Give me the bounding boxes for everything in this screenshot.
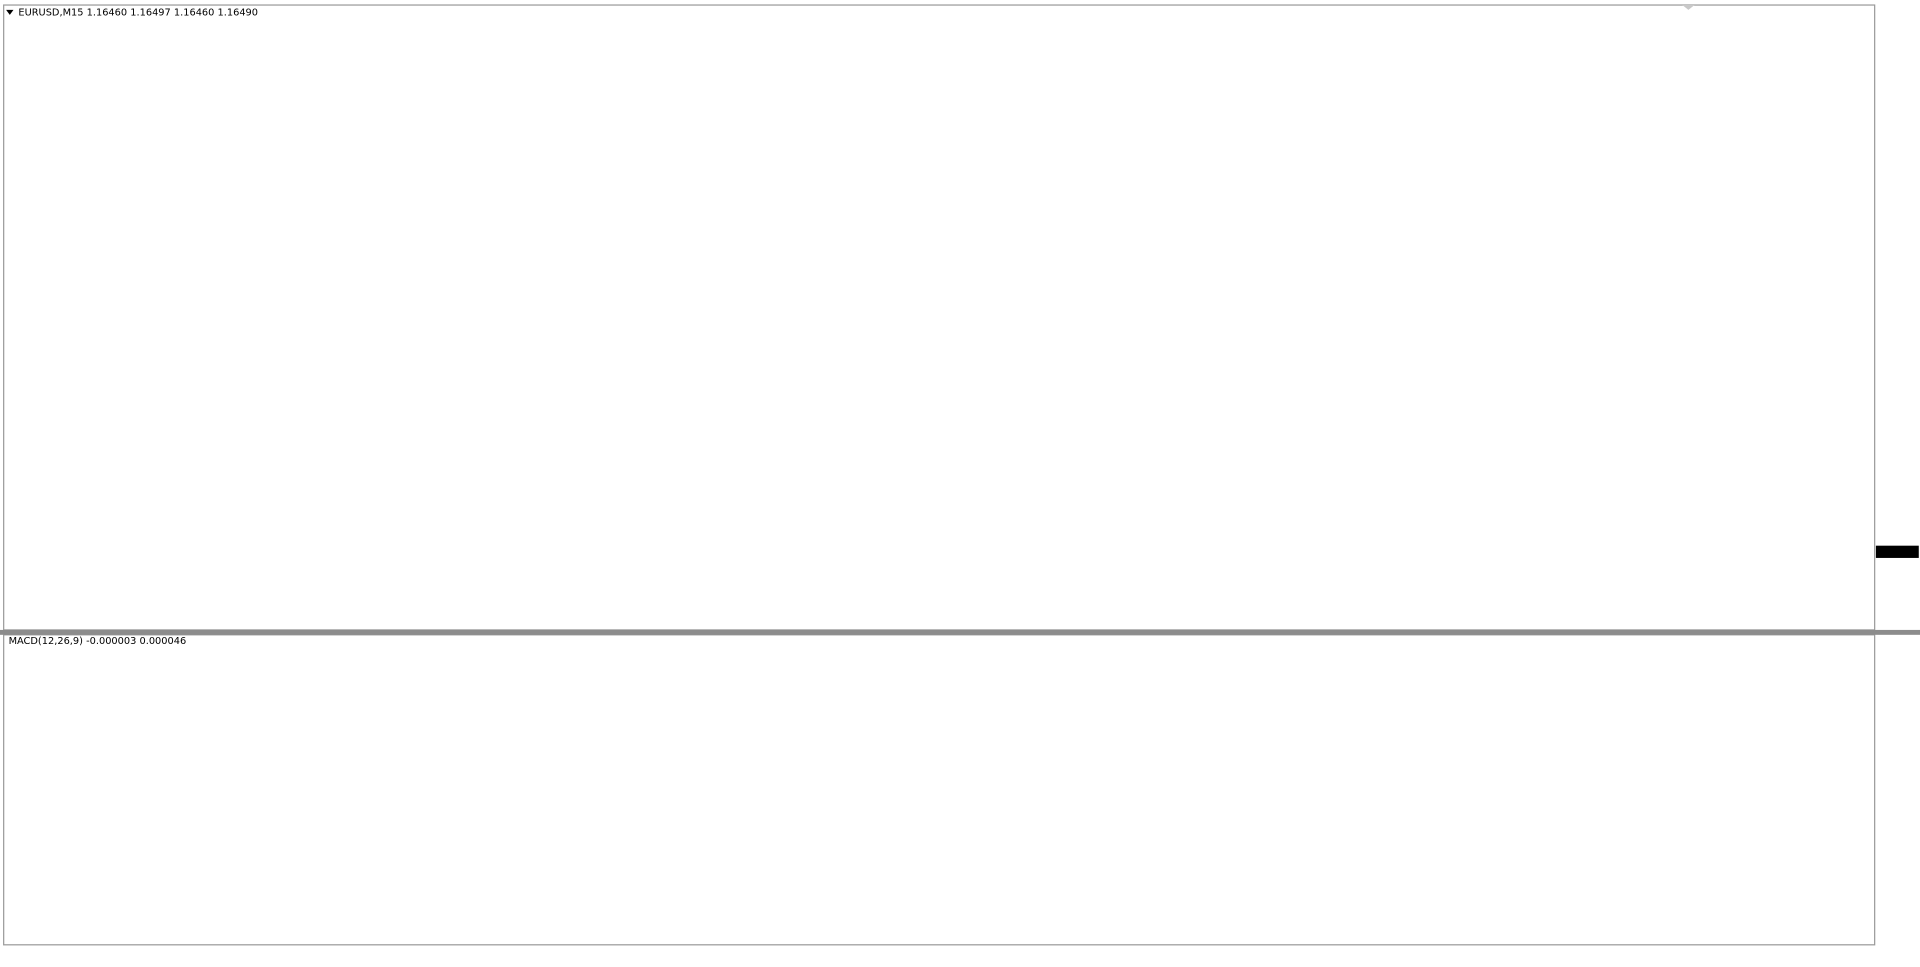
shift-marker <box>1682 5 1695 10</box>
symbol-title: EURUSD,M15 1.16460 1.16497 1.16460 1.164… <box>18 7 258 18</box>
text-layer <box>1875 545 1919 558</box>
macd-title: MACD(12,26,9) -0.000003 0.000046 <box>9 636 187 647</box>
current-price-tag <box>1875 545 1919 558</box>
menu-arrow[interactable] <box>6 9 14 15</box>
panel-separator <box>0 629 1920 635</box>
